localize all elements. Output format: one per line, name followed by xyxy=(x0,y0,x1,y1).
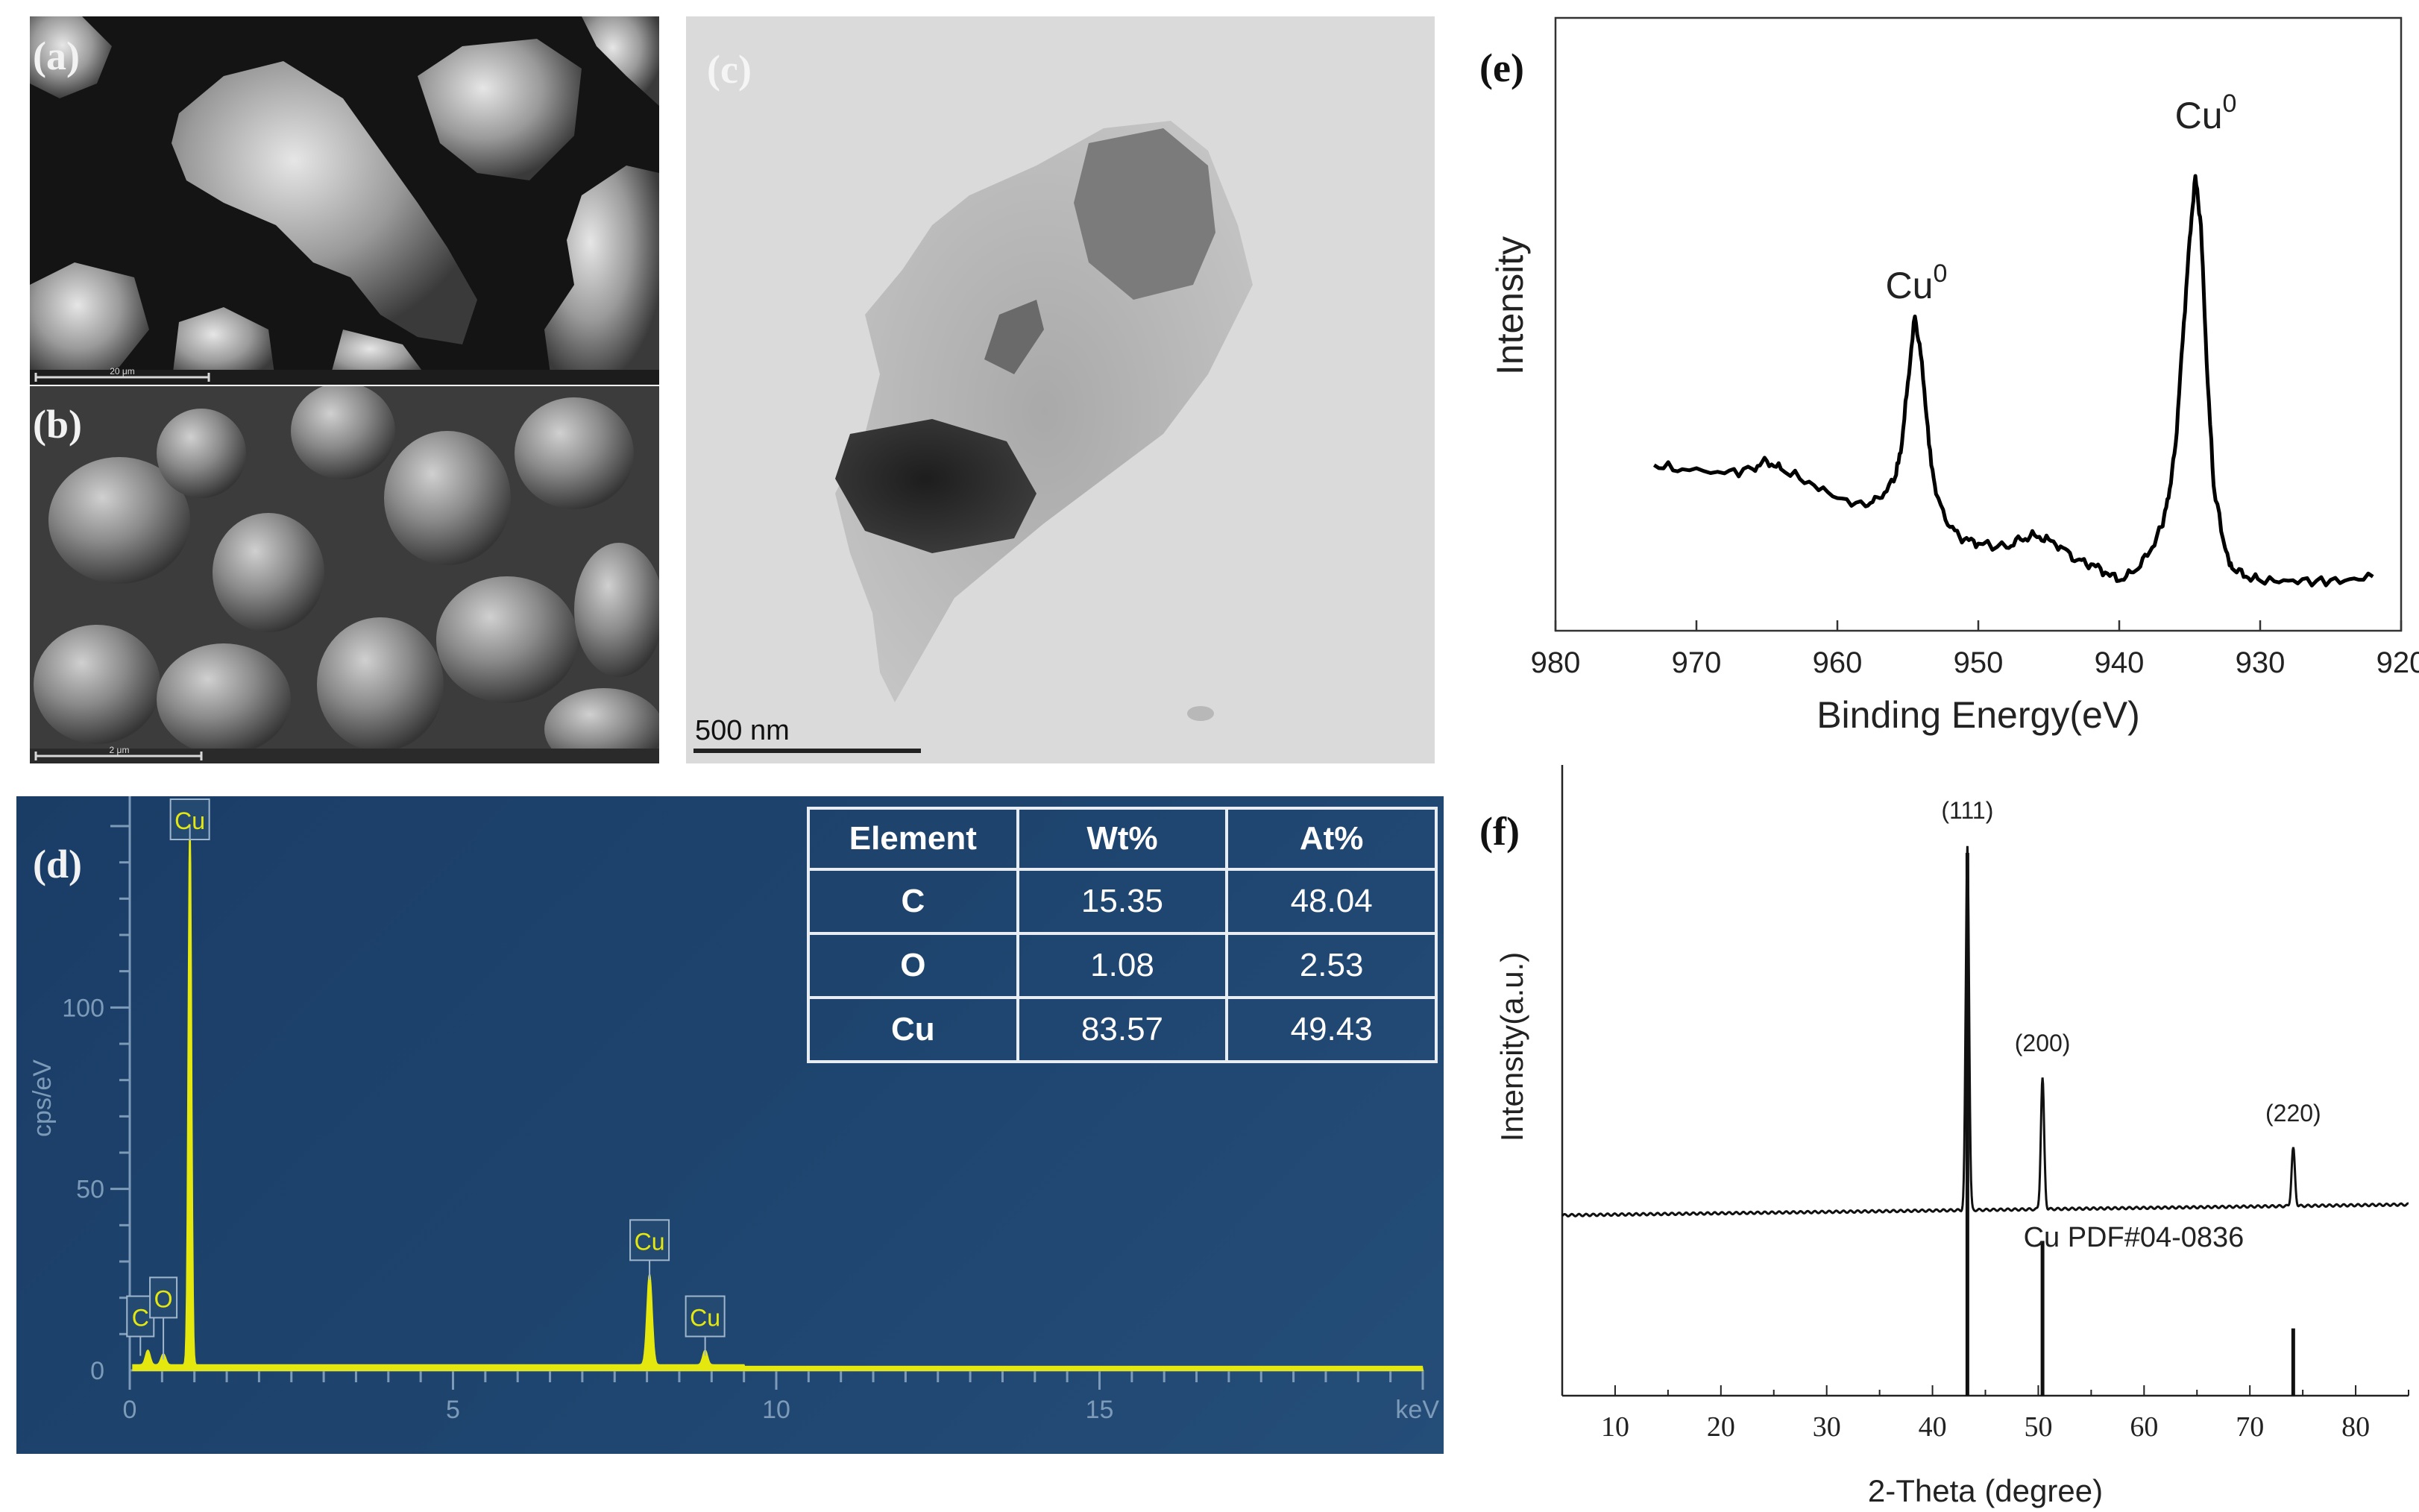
x-tick-label: 920 xyxy=(2376,646,2419,679)
peak-annotation: Cu0 xyxy=(2175,89,2237,136)
peak-label: (220) xyxy=(2265,1100,2321,1127)
x-tick-label: 30 xyxy=(1813,1411,1841,1443)
sem-image-b: 2 μm (b) xyxy=(30,386,659,763)
table-row: O 1.08 2.53 xyxy=(807,931,1438,999)
x-tick-label: 930 xyxy=(2236,646,2286,679)
xrd-series xyxy=(1561,845,2409,1218)
x-tick-label: 10 xyxy=(1601,1411,1629,1443)
y-tick-label: 0 xyxy=(90,1357,104,1385)
y-tick-label: 100 xyxy=(62,994,104,1022)
table-header-element: Element xyxy=(807,807,1019,871)
panel-label-d: (d) xyxy=(33,842,82,886)
x-tick-label: 10 xyxy=(762,1396,790,1424)
y-axis-label: cps/eV xyxy=(28,1059,57,1137)
table-cell-element: O xyxy=(807,931,1019,999)
peak-tag xyxy=(149,1276,178,1319)
peak-label: (111) xyxy=(1941,797,1993,824)
x-tick-label: 40 xyxy=(1919,1411,1947,1443)
peak-tag xyxy=(685,1295,726,1338)
sem-particles-b: 2 μm xyxy=(30,386,659,763)
panel-label-f: (f) xyxy=(1479,809,1520,854)
scale-bar-label-c: 500 nm xyxy=(695,715,790,746)
x-axis-label: 2-Theta (degree) xyxy=(1868,1473,2103,1508)
peak-label: C xyxy=(132,1305,149,1332)
peak-label: Cu xyxy=(690,1305,720,1332)
table-header-wt: Wt% xyxy=(1016,807,1229,871)
x-tick-label: 5 xyxy=(446,1396,460,1424)
spectrum-series xyxy=(132,820,1424,1371)
table-header-at: At% xyxy=(1225,807,1438,871)
x-tick-label: 960 xyxy=(1813,646,1863,679)
x-tick-label: 80 xyxy=(2341,1411,2370,1443)
panel-label-b: (b) xyxy=(33,402,82,447)
scale-bar-label-b: 2 μm xyxy=(110,745,130,755)
xps-spectrum-e: 980 970 960 950 940 930 920 Binding Energy(eV) I… xyxy=(1454,0,2419,763)
table-cell-at: 2.53 xyxy=(1225,931,1438,999)
y-axis-label: Intensity(a.u.) xyxy=(1494,952,1529,1141)
table-cell-wt: 15.35 xyxy=(1016,867,1229,935)
peak-tag xyxy=(629,1219,670,1261)
x-tick-label: 15 xyxy=(1086,1396,1114,1424)
xrd-pattern-f: 10 20 30 40 50 60 70 80 2-Theta (degree) Intensit… xyxy=(1454,763,2419,1512)
scale-bar-label-a: 20 μm xyxy=(110,366,135,377)
peak-label: O xyxy=(154,1285,173,1312)
x-tick-label: 70 xyxy=(2236,1411,2264,1443)
peak-label: Cu xyxy=(635,1228,665,1255)
xrd-chart: 10 20 30 40 50 60 70 80 2-Theta (degree) Intensit… xyxy=(1494,765,2409,1508)
x-tick-label: 950 xyxy=(1954,646,2004,679)
table-header-row: Element Wt% At% xyxy=(807,807,1438,871)
table-cell-at: 49.43 xyxy=(1225,995,1438,1064)
peak-annotation-superscript: 0 xyxy=(1933,259,1947,288)
x-tick-label: 940 xyxy=(2095,646,2145,679)
reference-label: Cu PDF#04-0836 xyxy=(2024,1222,2245,1253)
table-cell-element: Cu xyxy=(807,995,1019,1064)
table-cell-wt: 1.08 xyxy=(1016,931,1229,999)
peak-label: Cu xyxy=(174,807,205,834)
x-tick-label: 970 xyxy=(1672,646,1722,679)
x-tick-label: 50 xyxy=(2024,1411,2052,1443)
sem-image-a: 20 μm (a) xyxy=(30,16,659,385)
x-axis-unit: keV xyxy=(1395,1396,1439,1424)
y-tick-label: 50 xyxy=(76,1176,104,1204)
x-tick-label: 0 xyxy=(123,1396,137,1424)
table-cell-wt: 83.57 xyxy=(1016,995,1229,1064)
xps-series xyxy=(1652,174,2374,588)
plot-frame xyxy=(1554,16,2403,632)
peak-label: (200) xyxy=(2015,1030,2071,1056)
panel-label-a: (a) xyxy=(33,34,80,78)
xps-chart: 980 970 960 950 940 930 920 Binding Energy(eV) I… xyxy=(1489,16,2419,736)
table-cell-element: C xyxy=(807,867,1019,935)
x-tick-label: 980 xyxy=(1531,646,1581,679)
panel-label-e: (e) xyxy=(1479,45,1524,90)
table-cell-at: 48.04 xyxy=(1225,867,1438,935)
tem-image-c: 500 nm (c) xyxy=(686,16,1435,763)
eds-composition-table: Element Wt% At% C 15.35 48.04 O 1.08 2.5… xyxy=(807,807,1438,1064)
sem-particles-a: 20 μm xyxy=(30,16,659,385)
table-row: Cu 83.57 49.43 xyxy=(807,995,1438,1064)
table-row: C 15.35 48.04 xyxy=(807,867,1438,935)
peak-annotation: Cu0 xyxy=(1886,259,1948,306)
x-tick-label: 20 xyxy=(1707,1411,1735,1443)
x-axis-label: Binding Energy(eV) xyxy=(1816,694,2140,736)
tem-particle-c: 500 nm xyxy=(686,16,1435,763)
y-axis-label: Intensity xyxy=(1489,236,1531,375)
panel-label-c: (c) xyxy=(707,47,752,92)
x-tick-label: 60 xyxy=(2130,1411,2158,1443)
peak-annotation-superscript: 0 xyxy=(2223,89,2237,118)
